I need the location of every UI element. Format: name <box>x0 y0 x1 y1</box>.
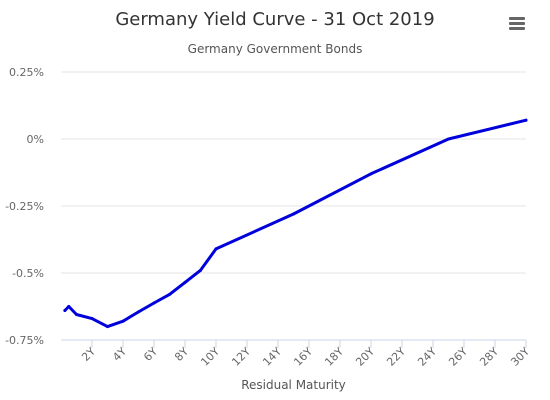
data-point <box>67 305 71 308</box>
data-point <box>183 280 187 284</box>
x-tick-label: 16Y <box>291 345 315 369</box>
data-point <box>524 118 528 122</box>
x-tick-label: 24Y <box>415 345 439 369</box>
y-tick-label: -0.75% <box>5 334 44 347</box>
series-line <box>63 118 528 329</box>
x-tick-label: 8Y <box>172 345 191 364</box>
x-tick-label: 2Y <box>79 345 98 364</box>
x-tick-label: 4Y <box>110 345 129 364</box>
x-tick-label: 22Y <box>384 345 408 369</box>
data-point <box>292 212 295 216</box>
x-tick-label: 10Y <box>198 345 222 369</box>
y-tick-label: 0% <box>27 133 44 146</box>
y-tick-label: -0.25% <box>5 200 44 213</box>
x-tick-label: 14Y <box>260 345 284 369</box>
menu-bar <box>509 27 525 30</box>
x-tick-label: 30Y <box>508 345 532 369</box>
x-tick-label: 6Y <box>141 345 160 364</box>
data-point <box>447 137 450 141</box>
chart-title: Germany Yield Curve - 31 Oct 2019 <box>115 9 435 30</box>
data-point <box>75 313 78 317</box>
y-tick-label: -0.5% <box>12 267 44 280</box>
menu-bar <box>509 22 525 25</box>
x-tick-label: 28Y <box>477 345 501 369</box>
hamburger-menu-icon[interactable] <box>506 14 528 32</box>
menu-bar <box>509 17 525 20</box>
data-point <box>137 310 140 314</box>
x-tick-label: 20Y <box>353 345 377 369</box>
x-axis-title: Residual Maturity <box>241 378 346 392</box>
data-point <box>106 325 109 329</box>
data-point <box>152 301 156 305</box>
chart-subtitle: Germany Government Bonds <box>187 42 363 56</box>
x-tick-label: 18Y <box>322 345 346 369</box>
data-point <box>90 317 94 321</box>
data-point <box>214 247 218 251</box>
data-point <box>199 268 202 272</box>
x-tick-label: 26Y <box>446 345 470 369</box>
data-point <box>63 309 67 313</box>
data-point <box>369 172 373 176</box>
y-tick-label: 0.25% <box>9 66 44 79</box>
data-point <box>168 292 171 296</box>
x-tick-label: 12Y <box>229 345 253 369</box>
data-point <box>121 319 125 323</box>
